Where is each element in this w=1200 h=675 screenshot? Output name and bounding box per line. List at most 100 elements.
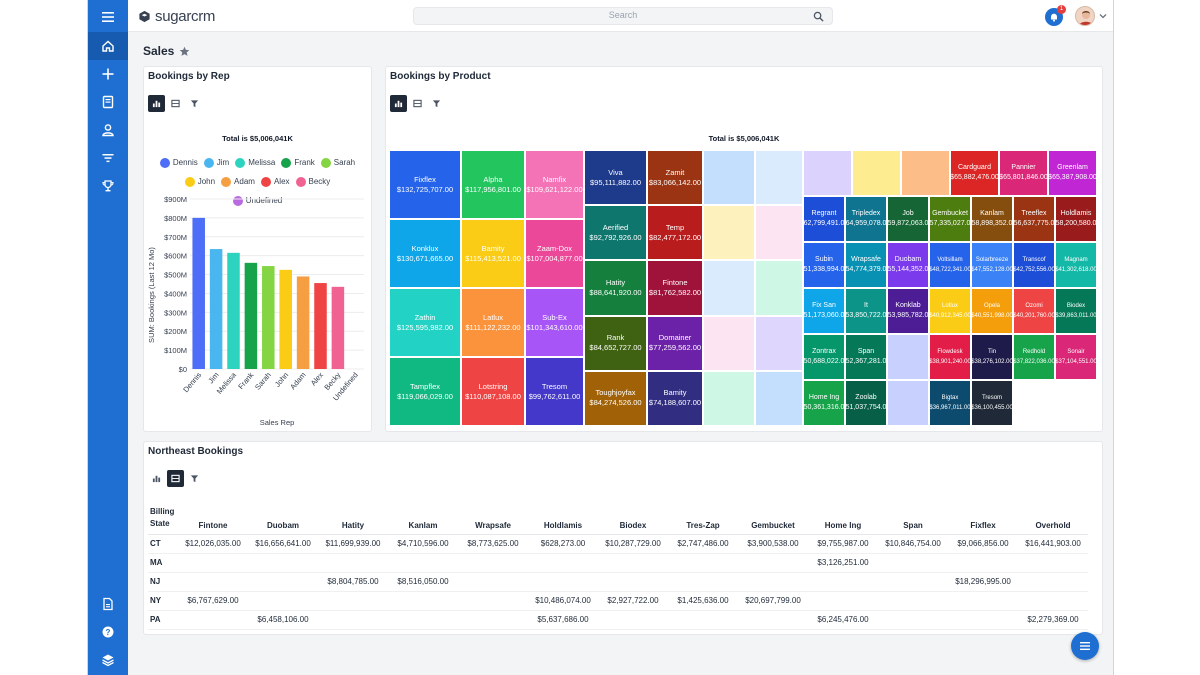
column-header[interactable]: Hatity <box>318 504 388 535</box>
treemap-cell[interactable]: Wrapsafe $54,774,379.00 <box>846 243 888 289</box>
column-header[interactable]: Tres-Zap <box>668 504 738 535</box>
treemap-cell[interactable]: Bigtax $36,967,011.00 <box>930 381 972 427</box>
legend-item[interactable]: Jim <box>203 155 229 171</box>
treemap-cell[interactable]: Aerified $92,792,926.00 <box>585 206 648 262</box>
treemap-cell[interactable]: Tresom $36,100,455.00 <box>972 381 1014 427</box>
treemap-cell[interactable]: Zathin $125,595,982.00 <box>390 289 462 358</box>
layers-icon[interactable] <box>88 646 128 674</box>
treemap-cell-faded[interactable] <box>704 151 756 207</box>
treemap-cell[interactable]: Duobam $55,144,352.00 <box>888 243 930 289</box>
column-header[interactable]: Duobam <box>248 504 318 535</box>
user-icon[interactable] <box>88 116 128 144</box>
help-icon[interactable]: ? <box>88 618 128 646</box>
treemap-cell[interactable]: Viva $95,111,882.00 <box>585 151 648 207</box>
menu-icon[interactable] <box>88 3 128 31</box>
treemap-cell[interactable]: Gembucket $57,335,027.00 <box>930 197 972 243</box>
treemap-cell-faded[interactable] <box>704 261 756 317</box>
column-header[interactable]: Fixflex <box>948 504 1018 535</box>
notebook-icon[interactable] <box>88 88 128 116</box>
column-header[interactable]: Fintone <box>178 504 248 535</box>
treemap-cell[interactable]: Greenlam $65,387,908.00 <box>1049 151 1098 197</box>
chart-view-button[interactable] <box>148 95 165 112</box>
legend-item[interactable]: Melissa <box>235 155 275 171</box>
column-header[interactable]: Biodex <box>598 504 668 535</box>
bar[interactable] <box>262 266 275 369</box>
treemap-cell-faded[interactable] <box>756 206 804 262</box>
logo[interactable]: sugarcrm <box>138 8 215 25</box>
column-header[interactable]: Span <box>878 504 948 535</box>
treemap-cell[interactable]: Regrant $62,799,491.00 <box>804 197 846 243</box>
treemap-cell-faded[interactable] <box>888 381 930 427</box>
bar[interactable] <box>331 286 345 369</box>
treemap-cell[interactable]: Sub-Ex $101,343,610.00 <box>526 289 585 358</box>
treemap-cell-faded[interactable] <box>756 261 804 317</box>
treemap-cell[interactable] <box>804 151 853 197</box>
treemap-cell[interactable]: Tampflex $119,066,029.00 <box>390 358 462 427</box>
legend-item[interactable]: Frank <box>281 155 315 171</box>
filter-list-icon[interactable] <box>88 144 128 172</box>
column-header-billing-state[interactable]: Billing State <box>148 504 178 535</box>
treemap-cell[interactable]: Tresom $99,762,611.00 <box>526 358 585 427</box>
treemap-cell[interactable]: Flowdesk $38,901,240.00 <box>930 335 972 381</box>
treemap-cell[interactable]: Namfix $109,621,122.00 <box>526 151 585 220</box>
treemap-cell[interactable]: Ozomi $40,201,760.00 <box>1014 289 1056 335</box>
legend-item[interactable]: Alex <box>260 174 290 190</box>
treemap-cell[interactable]: Konklux $130,671,665.00 <box>390 220 462 289</box>
plus-icon[interactable] <box>88 60 128 88</box>
treemap-cell[interactable]: It $53,850,722.00 <box>846 289 888 335</box>
legend-item[interactable]: Adam <box>221 174 255 190</box>
table-view-button[interactable] <box>167 470 184 487</box>
treemap-cell[interactable]: Fintone $81,762,582.00 <box>648 261 704 317</box>
treemap-cell[interactable]: Biodex $39,863,011.00 <box>1056 289 1098 335</box>
legend-item[interactable]: Undefined <box>232 193 282 209</box>
star-icon[interactable] <box>179 46 190 57</box>
treemap-cell[interactable]: Fix San $51,173,060.00 <box>804 289 846 335</box>
treemap-cell[interactable] <box>902 151 951 197</box>
treemap-cell[interactable]: Bamity $74,188,607.00 <box>648 371 704 427</box>
treemap-cell-faded[interactable] <box>756 371 804 427</box>
treemap-cell[interactable] <box>853 151 902 197</box>
treemap-cell[interactable]: Span $52,367,281.00 <box>846 335 888 381</box>
avatar[interactable] <box>1075 6 1095 26</box>
treemap-cell[interactable]: Hatity $88,641,920.00 <box>585 261 648 317</box>
bar[interactable] <box>192 217 205 369</box>
treemap-cell-faded[interactable] <box>756 316 804 372</box>
bar[interactable] <box>296 276 310 369</box>
treemap-cell[interactable]: Opela $40,551,998.00 <box>972 289 1014 335</box>
treemap-cell-faded[interactable] <box>704 371 756 427</box>
bar[interactable] <box>244 262 258 369</box>
chart-view-button[interactable] <box>390 95 407 112</box>
treemap-cell[interactable]: Latlux $111,122,232.00 <box>462 289 526 358</box>
legend-item[interactable]: Becky <box>295 174 330 190</box>
column-header[interactable]: Kanlam <box>388 504 458 535</box>
filter-button[interactable] <box>186 470 203 487</box>
bar[interactable] <box>227 252 240 369</box>
filter-button[interactable] <box>428 95 445 112</box>
treemap-cell[interactable]: Subin $51,338,994.00 <box>804 243 846 289</box>
treemap-cell-faded[interactable] <box>888 335 930 381</box>
treemap-cell[interactable]: Redhold $37,822,036.00 <box>1014 335 1056 381</box>
search-input[interactable]: Search <box>413 7 833 25</box>
floating-action-button[interactable] <box>1071 632 1099 660</box>
treemap-cell[interactable]: Rank $84,652,727.00 <box>585 316 648 372</box>
home-icon[interactable] <box>88 32 128 60</box>
column-header[interactable]: Wrapsafe <box>458 504 528 535</box>
treemap-cell[interactable]: Zaam-Dox $107,004,877.00 <box>526 220 585 289</box>
treemap-cell[interactable]: Toughjoyfax $84,274,526.00 <box>585 371 648 427</box>
table-view-button[interactable] <box>409 95 426 112</box>
treemap-cell[interactable]: Sonair $37,104,551.00 <box>1056 335 1098 381</box>
notifications-button[interactable]: 1 <box>1045 5 1066 26</box>
treemap-cell[interactable]: Bamity $115,413,521.00 <box>462 220 526 289</box>
chevron-down-icon[interactable] <box>1099 12 1107 20</box>
legend-item[interactable]: Dennis <box>159 155 198 171</box>
column-header[interactable]: Gembucket <box>738 504 808 535</box>
bar[interactable] <box>314 283 327 369</box>
treemap-cell[interactable]: Konklab $53,985,782.00 <box>888 289 930 335</box>
search-icon[interactable] <box>813 11 824 22</box>
treemap-cell[interactable]: Zamit $83,066,142.00 <box>648 151 704 207</box>
treemap-cell[interactable]: Home Ing $50,361,316.00 <box>804 381 846 427</box>
chart-view-button[interactable] <box>148 470 165 487</box>
treemap-cell[interactable]: Temp $82,477,172.00 <box>648 206 704 262</box>
treemap-cell[interactable]: Holdlamis $58,200,580.00 <box>1056 197 1098 243</box>
treemap-cell-faded[interactable] <box>704 316 756 372</box>
